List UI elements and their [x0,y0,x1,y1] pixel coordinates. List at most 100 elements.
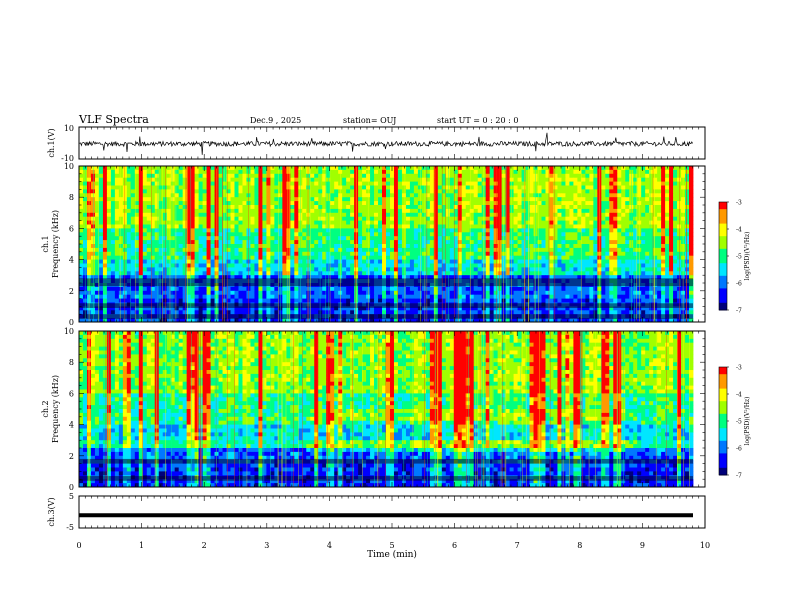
spectrogram-cell [218,205,223,210]
spectrogram-cell [601,166,606,171]
spectrogram-cell [521,259,526,264]
spectrogram-cell [505,185,510,190]
spectrogram-cell [94,169,100,175]
spectrogram-cell [545,263,550,268]
spectrogram-cell [318,216,323,221]
spectrogram-cell [158,208,164,214]
spectrogram-cell [226,236,231,241]
spectrogram-cell [661,263,666,268]
spectrogram-cell [90,244,96,249]
spectrogram-cell [338,236,343,241]
spectrogram-cell [178,220,184,225]
spectrogram-cell [258,240,263,245]
spectrogram-cell [234,185,239,190]
spectrogram-cell [581,236,586,241]
spectrogram-cell [517,220,522,225]
spectrogram-cell [326,247,331,253]
spectrogram-cell [489,189,495,194]
spectrogram-cell [545,267,550,272]
spectrogram-cell [386,232,391,237]
spectrogram-cell [314,255,319,260]
spectrogram-cell [102,197,108,202]
spectrogram-cell [653,185,658,190]
spectrogram-cell [409,275,415,280]
spectrogram-cell [290,255,295,260]
spectrogram-cell [286,166,291,171]
spectrogram-cell [90,220,96,225]
spectrogram-cell [421,193,427,198]
spectrogram-cell [270,181,275,186]
spectrogram-cell [537,189,542,194]
spectrogram-cell [222,205,227,210]
spectrogram-cell [589,166,594,171]
spectrogram-cell [473,177,479,182]
spectrogram-cell [601,205,606,210]
spectrogram-cell [573,267,578,272]
spectrogram-cell [529,208,534,214]
spectrogram-cell [677,263,682,268]
spectrogram-cell [677,240,682,245]
spectrogram-cell [226,212,231,218]
spectrogram-cell [378,240,383,245]
spectrogram-cell [382,236,387,241]
spectrogram-cell [513,201,518,206]
spectrogram-cell [677,251,682,257]
spectrogram-cell [286,177,291,182]
spectrogram-cell [425,197,431,202]
spectrogram-cell [334,232,339,237]
spectrogram-cell [397,181,403,186]
spectrogram-cell [94,220,100,225]
spectrogram-cell [118,173,124,179]
spectrogram-cell [142,201,148,206]
spectrogram-cell [318,267,323,272]
spectrogram-cell [593,236,598,241]
spectrogram-cell [106,205,112,210]
spectrogram-cell [537,247,542,253]
spectrogram-cell [182,271,188,276]
spectrogram-cell [318,255,323,260]
spectrogram-cell [613,201,618,206]
spectrogram-cell [529,275,534,280]
spectrogram-cell [326,259,331,264]
spectrogram-cell [150,205,156,210]
spectrogram-cell [689,201,694,206]
spectrogram-cell [250,185,255,190]
spectrogram-cell [266,173,271,179]
spectrogram-cell [118,166,124,171]
spectrogram-cell [374,181,379,186]
spectrogram-cell [521,275,526,280]
spectrogram-cell [202,224,207,229]
spectrogram-cell [469,169,475,175]
spectrogram-cell [202,189,207,194]
spectrogram-cell [405,208,411,214]
spectrogram-cell [585,232,590,237]
spectrogram-cell [354,193,359,198]
spectrogram-cell [573,173,578,179]
spectrogram-cell [238,224,243,229]
spectrogram-cell [673,185,678,190]
spectrogram-cell [429,208,435,214]
spectrogram-cell [445,247,451,253]
spectrogram-cell [405,177,411,182]
spectrogram-cell [106,189,112,194]
spectrogram-cell [206,247,211,253]
spectrogram-cell [493,232,499,237]
spectrogram-cell [386,212,391,218]
spectrogram-cell [669,205,674,210]
spectrogram-cell [310,259,315,264]
spectrogram-cell [449,247,455,253]
spectrogram-cell [326,244,331,249]
spectrogram-cell [565,166,570,171]
spectrogram-cell [198,205,203,210]
spectrogram-cell [389,267,395,272]
spectrogram-cell [489,271,495,276]
spectrogram-cell [290,224,295,229]
spectrogram-cell [130,173,136,179]
spectrogram-cell [158,193,164,198]
spectrogram-cell [585,185,590,190]
spectrogram-cell [557,244,562,249]
spectrogram-cell [553,224,558,229]
spectrogram-cell [194,236,200,241]
spectrogram-cell [186,201,192,206]
spectrogram-cell [262,197,267,202]
